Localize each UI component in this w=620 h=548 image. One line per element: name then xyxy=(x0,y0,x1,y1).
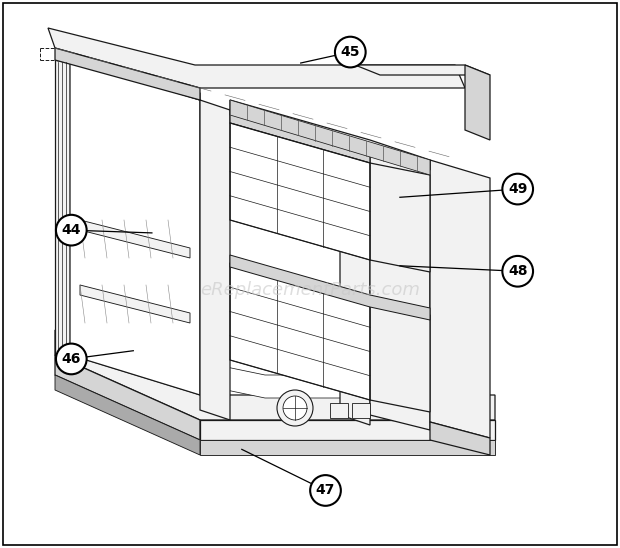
Polygon shape xyxy=(80,285,190,323)
Circle shape xyxy=(502,174,533,204)
Circle shape xyxy=(283,396,307,420)
Polygon shape xyxy=(55,48,200,100)
Circle shape xyxy=(56,344,87,374)
Polygon shape xyxy=(370,150,430,430)
Polygon shape xyxy=(70,60,200,395)
Text: 47: 47 xyxy=(316,483,335,498)
Polygon shape xyxy=(55,60,200,100)
Text: 44: 44 xyxy=(61,223,81,237)
Polygon shape xyxy=(200,420,495,440)
Polygon shape xyxy=(330,403,348,418)
Polygon shape xyxy=(55,355,200,440)
Polygon shape xyxy=(70,62,200,395)
Polygon shape xyxy=(230,123,370,260)
Polygon shape xyxy=(355,65,490,75)
Polygon shape xyxy=(230,255,430,320)
Polygon shape xyxy=(352,403,370,418)
Circle shape xyxy=(56,215,87,246)
Circle shape xyxy=(310,475,341,506)
Polygon shape xyxy=(430,422,490,455)
Polygon shape xyxy=(370,303,430,412)
Polygon shape xyxy=(430,160,490,438)
Text: eReplacementParts.com: eReplacementParts.com xyxy=(200,281,420,299)
Polygon shape xyxy=(80,220,190,258)
Polygon shape xyxy=(465,65,490,140)
Polygon shape xyxy=(55,330,495,420)
Polygon shape xyxy=(200,100,230,420)
Circle shape xyxy=(277,390,313,426)
Circle shape xyxy=(335,37,366,67)
Polygon shape xyxy=(340,140,370,425)
Polygon shape xyxy=(48,28,465,88)
Text: 49: 49 xyxy=(508,182,528,196)
Polygon shape xyxy=(200,440,495,455)
Text: 48: 48 xyxy=(508,264,528,278)
Polygon shape xyxy=(230,100,430,175)
Polygon shape xyxy=(55,60,70,355)
Polygon shape xyxy=(230,100,430,170)
Text: 46: 46 xyxy=(61,352,81,366)
Polygon shape xyxy=(370,163,430,272)
Polygon shape xyxy=(120,345,430,398)
Text: 45: 45 xyxy=(340,45,360,59)
Polygon shape xyxy=(230,110,370,163)
Polygon shape xyxy=(230,263,370,400)
Polygon shape xyxy=(55,375,200,455)
Circle shape xyxy=(502,256,533,287)
